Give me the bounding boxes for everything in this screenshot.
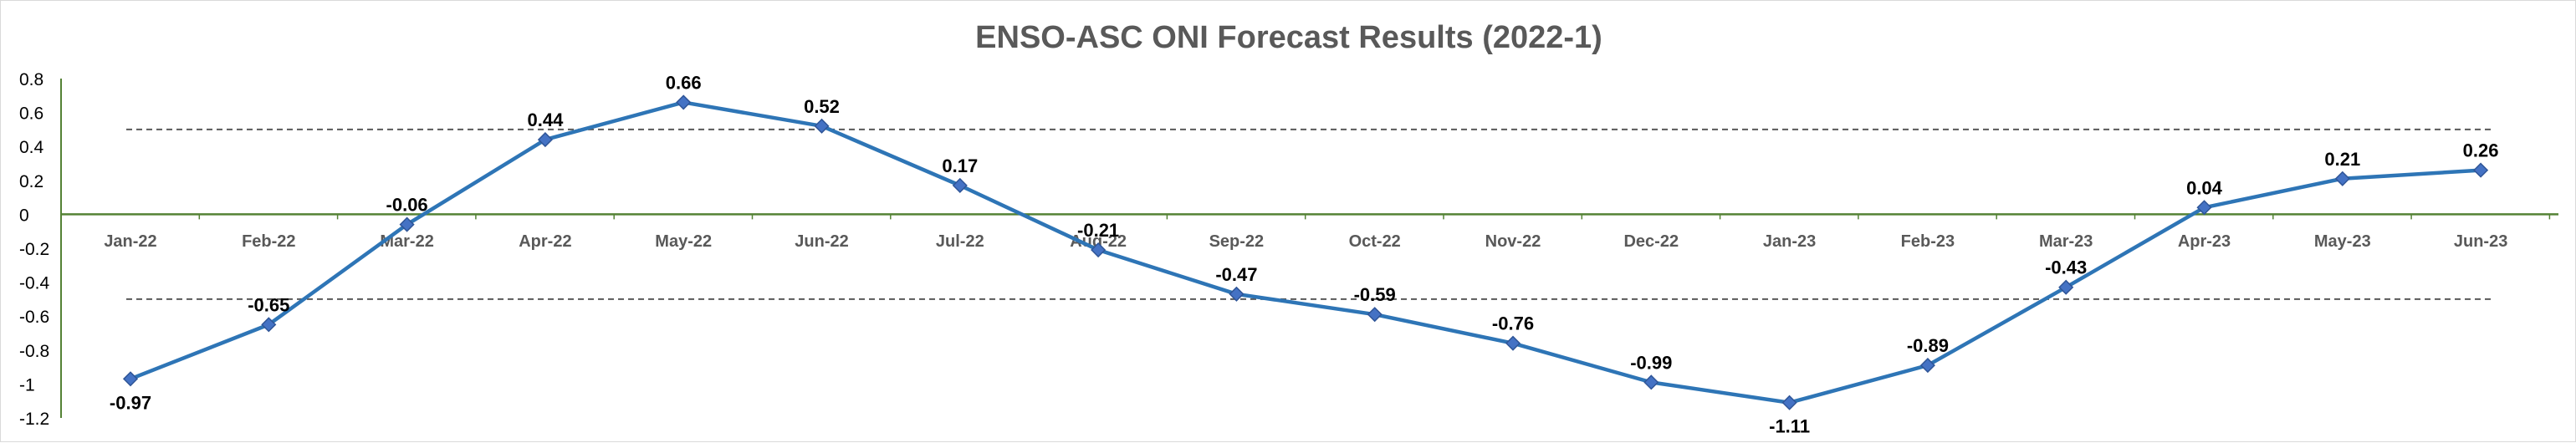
- data-label: 0.04: [2186, 177, 2223, 198]
- y-tick-label: -0.4: [19, 274, 50, 293]
- data-point-marker: [122, 371, 139, 387]
- x-tick-labels: Jan-22 Feb-22 Mar-22 Apr-22 May-22 Jun-22 Jul-…: [104, 232, 2507, 251]
- x-tick-label: Nov-22: [1485, 232, 1541, 251]
- y-tick-label: 0.6: [19, 104, 43, 124]
- y-tick-labels: 0.8 0.6 0.4 0.2 0 -0.2 -0.4 -0.6 -0.8 -1 -1.2: [19, 70, 50, 429]
- x-tick-label: Oct-22: [1349, 232, 1401, 251]
- data-label: 0.17: [942, 155, 978, 176]
- data-point-marker: [1919, 358, 1935, 374]
- y-tick-label: 0: [19, 206, 29, 225]
- y-tick-label: 0.8: [19, 70, 43, 89]
- data-label: 0.26: [2463, 140, 2499, 161]
- x-tick-label: Jul-22: [936, 232, 984, 251]
- y-tick-label: -1.2: [19, 410, 49, 429]
- data-point-marker: [537, 132, 553, 148]
- x-tick-label: Apr-22: [519, 232, 571, 251]
- data-point-marker: [1367, 307, 1383, 323]
- data-point-marker: [261, 317, 277, 333]
- y-tick-label: -0.8: [19, 342, 49, 361]
- data-label: -0.89: [1907, 335, 1949, 356]
- series-group: [130, 100, 2481, 405]
- x-tick-label: Jan-22: [104, 232, 156, 251]
- x-tick-label: Dec-22: [1623, 232, 1679, 251]
- x-tick-label: May-23: [2314, 232, 2371, 251]
- data-label: -0.47: [1215, 264, 1257, 285]
- markers-group: [122, 94, 2489, 410]
- y-tick-label: 0.2: [19, 172, 43, 191]
- data-label: -0.43: [2045, 257, 2087, 278]
- x-tick-label: Sep-22: [1209, 232, 1265, 251]
- data-label: -0.65: [248, 294, 289, 315]
- data-point-marker: [2473, 162, 2489, 178]
- x-tick-label: Feb-23: [1901, 232, 1955, 251]
- data-label: -1.11: [1769, 416, 1810, 437]
- data-label: 0.44: [527, 109, 564, 130]
- data-point-marker: [1781, 395, 1797, 410]
- data-label: 0.52: [804, 96, 840, 117]
- x-tick-label: Feb-22: [242, 232, 295, 251]
- chart-title: ENSO-ASC ONI Forecast Results (2022-1): [975, 20, 1602, 55]
- x-tick-label: Mar-23: [2039, 232, 2093, 251]
- data-point-marker: [2334, 171, 2350, 186]
- y-tick-label: 0.4: [19, 138, 44, 157]
- data-label: -0.76: [1492, 313, 1534, 334]
- y-tick-label: -0.2: [19, 240, 49, 259]
- data-label: -0.06: [386, 195, 428, 216]
- data-point-marker: [399, 216, 415, 232]
- data-point-marker: [676, 94, 692, 110]
- data-point-marker: [1091, 242, 1107, 258]
- data-label: -0.59: [1354, 284, 1396, 305]
- data-label: -0.97: [110, 392, 151, 413]
- y-tick-label: -1: [19, 375, 35, 395]
- data-point-marker: [952, 177, 968, 193]
- data-label: 0.66: [666, 72, 702, 93]
- data-label: -0.21: [1077, 220, 1119, 241]
- reference-lines: [126, 128, 2495, 300]
- series-line: [130, 100, 2481, 405]
- x-tick-label: Aug-22: [1070, 232, 1127, 251]
- data-label: 0.21: [2324, 149, 2360, 170]
- x-tick-label: Mar-22: [380, 232, 433, 251]
- data-point-marker: [1229, 286, 1245, 302]
- data-point-marker: [1505, 335, 1521, 351]
- x-tick-label: May-22: [655, 232, 712, 251]
- data-point-marker: [1643, 374, 1659, 390]
- data-point-marker: [2058, 279, 2074, 295]
- data-label: -0.99: [1630, 352, 1672, 373]
- x-tick-label: Jun-23: [2454, 232, 2507, 251]
- data-labels-group: -0.97 -0.65 -0.06 0.44 0.66 0.52 0.17 -0.21 -0.4…: [110, 72, 2499, 436]
- data-point-marker: [814, 118, 830, 134]
- data-point-marker: [2196, 200, 2212, 216]
- x-tick-label: Jun-22: [795, 232, 848, 251]
- x-tick-label: Jan-23: [1763, 232, 1816, 251]
- y-tick-label: -0.6: [19, 308, 49, 327]
- x-tick-label: Apr-23: [2178, 232, 2231, 251]
